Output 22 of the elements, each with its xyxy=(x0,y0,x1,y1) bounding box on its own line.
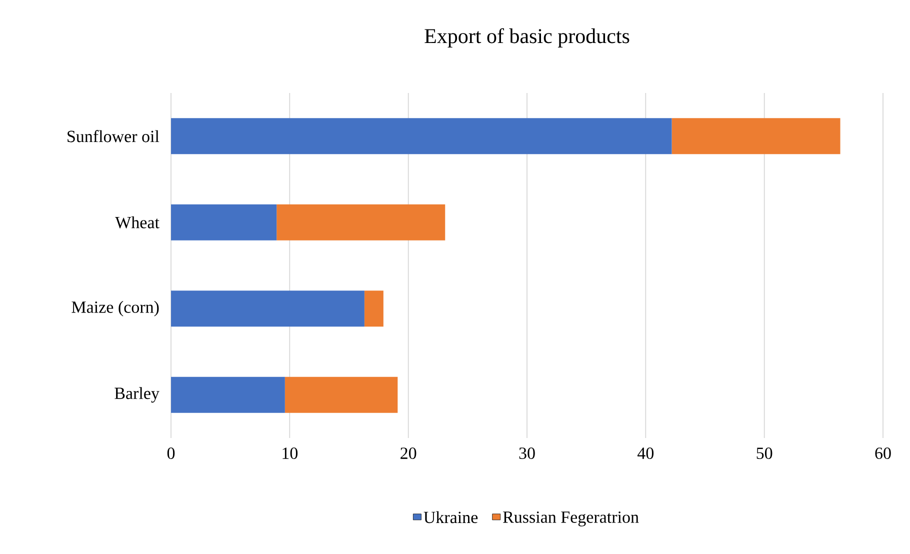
legend-label: Ukraine xyxy=(424,511,478,524)
y-tick-label: Maize (corn) xyxy=(72,300,159,316)
bar xyxy=(364,290,384,327)
x-tick-label: 60 xyxy=(875,448,891,460)
y-tick-label: Barley xyxy=(114,387,160,403)
bar xyxy=(171,290,364,327)
chart-title: Export of basic products xyxy=(424,28,630,48)
x-tick-label: 50 xyxy=(756,448,772,460)
bar xyxy=(171,376,285,413)
bar xyxy=(284,376,398,413)
y-tick-label: Sunflower oil xyxy=(68,130,160,142)
x-tick-label: 40 xyxy=(637,448,654,460)
bar xyxy=(276,204,446,240)
bar xyxy=(672,118,840,154)
x-tick-label: 0 xyxy=(167,448,175,460)
x-tick-label: 10 xyxy=(282,448,298,460)
bar xyxy=(171,204,277,240)
legend-label: Russian Fegeratrion xyxy=(503,511,639,526)
x-tick-label: 20 xyxy=(400,448,416,460)
y-tick-label: Wheat xyxy=(115,216,160,228)
bar xyxy=(171,118,672,154)
x-tick-label: 30 xyxy=(519,448,535,460)
